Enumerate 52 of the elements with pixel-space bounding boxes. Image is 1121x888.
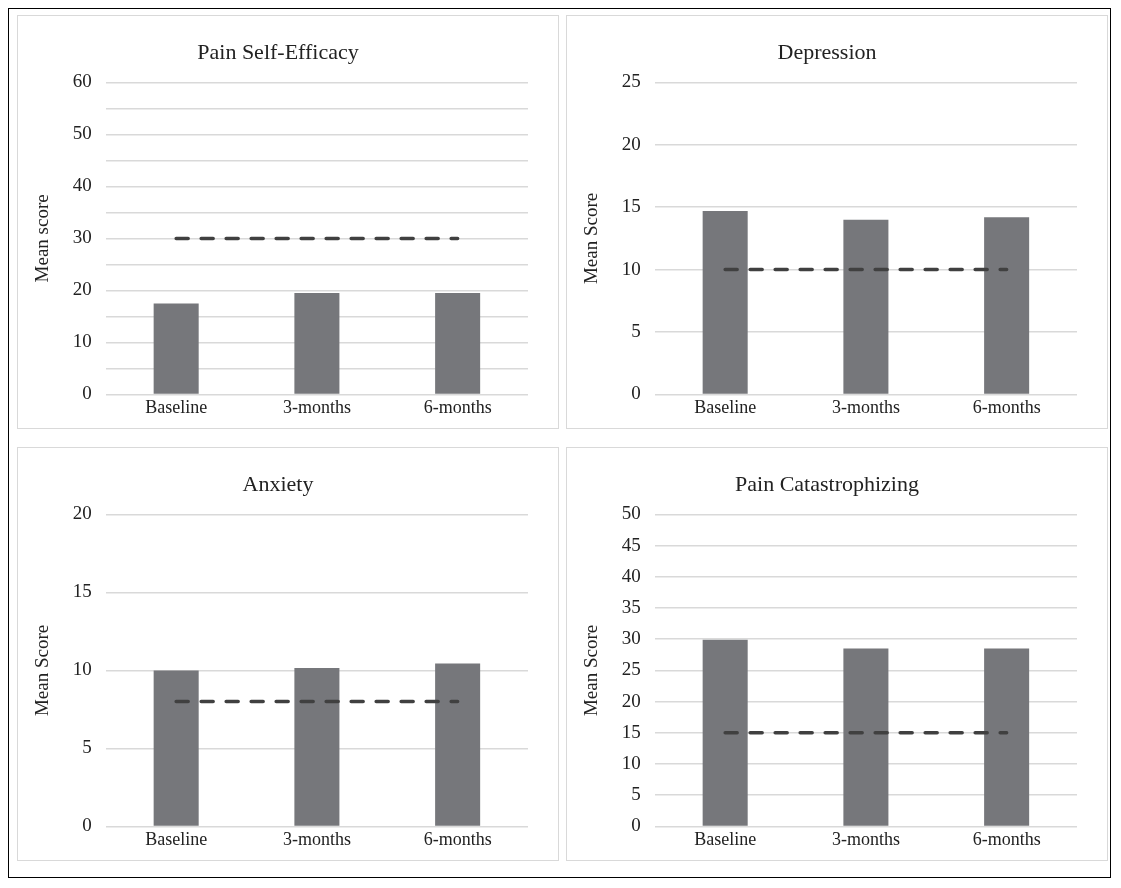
x-tick-label: Baseline: [145, 396, 208, 417]
y-tick-label: 60: [72, 70, 92, 92]
y-tick-label: 10: [72, 658, 92, 680]
bar: [294, 668, 340, 826]
y-tick-label: 5: [82, 736, 92, 758]
y-tick-label: 25: [621, 70, 641, 92]
chart-title: Pain Self-Efficacy: [197, 38, 359, 64]
y-tick-label: 20: [621, 689, 641, 711]
y-tick-label: 0: [631, 814, 641, 836]
y-axis-title: Mean score: [31, 194, 53, 283]
y-tick-label: 20: [621, 132, 641, 154]
y-tick-label: 5: [631, 319, 641, 341]
x-tick-label: 6-months: [972, 396, 1041, 417]
chart-title: Pain Catastrophizing: [735, 470, 919, 496]
y-tick-label: 35: [621, 595, 641, 617]
y-tick-label: 15: [621, 720, 641, 742]
y-tick-label: 5: [631, 783, 641, 805]
y-tick-label: 30: [72, 226, 92, 248]
x-tick-label: 6-months: [972, 828, 1041, 849]
y-tick-label: 40: [621, 564, 641, 586]
x-tick-label: 3-months: [282, 828, 351, 849]
x-tick-label: 6-months: [423, 396, 492, 417]
x-tick-label: 6-months: [423, 828, 492, 849]
bar: [435, 663, 481, 826]
y-tick-label: 50: [621, 502, 641, 524]
y-tick-label: 10: [621, 751, 641, 773]
y-tick-label: 10: [621, 257, 641, 279]
y-tick-label: 0: [631, 382, 641, 404]
y-axis-title: Mean Score: [580, 192, 602, 285]
y-tick-label: 30: [621, 627, 641, 649]
y-tick-label: 25: [621, 658, 641, 680]
x-tick-label: Baseline: [694, 396, 757, 417]
y-axis-title: Mean Score: [580, 624, 602, 717]
bar: [153, 670, 199, 826]
x-tick-label: Baseline: [694, 828, 757, 849]
x-tick-label: 3-months: [831, 828, 900, 849]
x-tick-label: 3-months: [282, 396, 351, 417]
y-tick-label: 20: [72, 278, 92, 300]
y-tick-label: 0: [82, 814, 92, 836]
y-tick-label: 50: [72, 122, 92, 144]
x-tick-label: Baseline: [145, 828, 208, 849]
y-tick-label: 20: [72, 502, 92, 524]
y-tick-label: 15: [72, 580, 92, 602]
y-tick-label: 40: [72, 174, 92, 196]
y-tick-label: 15: [621, 195, 641, 217]
chart-title: Depression: [777, 38, 877, 64]
y-axis-title: Mean Score: [31, 624, 53, 717]
chart-title: Anxiety: [242, 470, 314, 496]
y-tick-label: 0: [82, 382, 92, 404]
y-tick-label: 45: [621, 533, 641, 555]
x-tick-label: 3-months: [831, 396, 900, 417]
y-tick-label: 10: [72, 330, 92, 352]
